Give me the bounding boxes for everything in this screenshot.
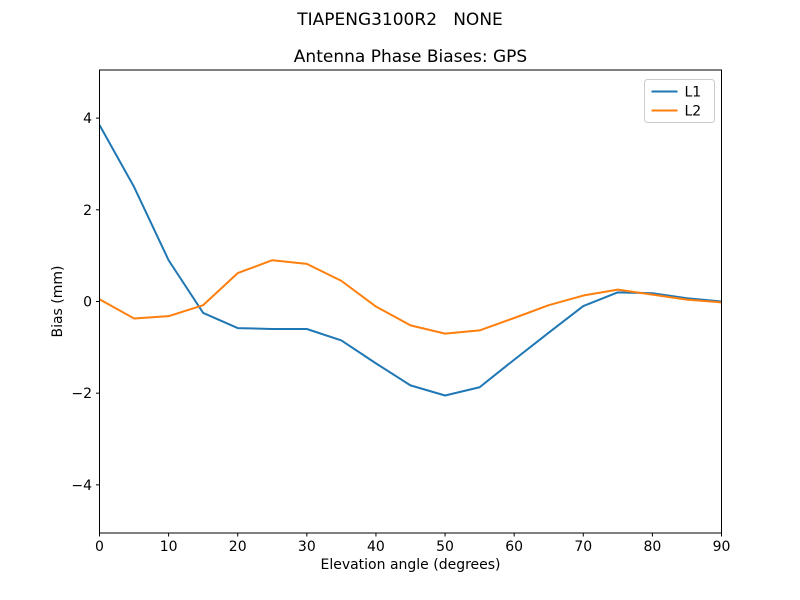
y-tick-label: 4 [83, 111, 92, 127]
y-tick-label: 2 [83, 203, 92, 219]
legend-label-l1: L1 [685, 85, 702, 101]
y-tick-label: −2 [71, 386, 92, 402]
series-line-l2 [99, 259, 722, 335]
figure-suptitle: TIAPENG3100R2 NONE [296, 10, 503, 30]
x-tick-label: 20 [229, 539, 247, 555]
x-tick-label: 60 [505, 539, 523, 555]
y-tick-label: 0 [83, 295, 92, 311]
legend-label-l2: L2 [685, 104, 702, 120]
x-tick-label: 40 [367, 539, 385, 555]
y-axis-label: Bias (mm) [50, 265, 66, 337]
y-tick-label: −4 [71, 478, 92, 494]
series-line-l1 [98, 124, 722, 397]
x-tick-label: 70 [574, 539, 592, 555]
x-axis-label: Elevation angle (degrees) [320, 557, 500, 573]
x-tick-label: 80 [643, 539, 661, 555]
legend-frame [644, 79, 715, 123]
x-tick-label: 90 [713, 539, 731, 555]
x-tick-label: 50 [436, 539, 454, 555]
x-tick-label: 10 [160, 539, 178, 555]
x-tick-label: 30 [298, 539, 316, 555]
axes-spines [99, 69, 722, 534]
x-tick-label: 0 [95, 539, 104, 555]
plot-area: 0 10 20 30 40 50 60 70 80 90 −4 −2 0 2 4 [71, 69, 731, 555]
chart-title: Antenna Phase Biases: GPS [294, 47, 527, 67]
